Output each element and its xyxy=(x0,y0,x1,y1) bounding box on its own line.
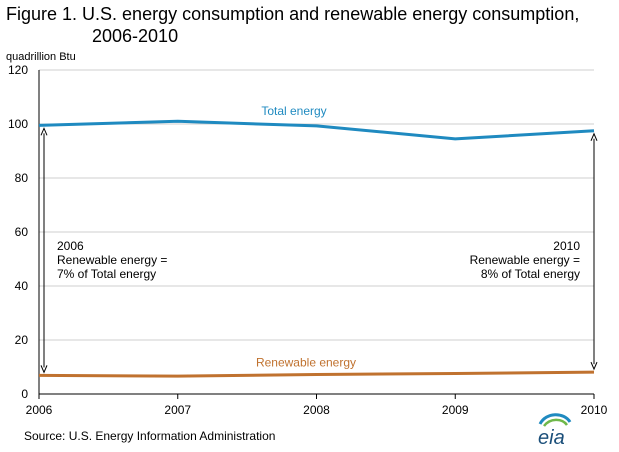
chart-title: Figure 1. U.S. energy consumption and re… xyxy=(6,3,616,47)
title-line-1: Figure 1. U.S. energy consumption and re… xyxy=(6,4,580,24)
annotation-2006-line: 2006 xyxy=(57,239,84,253)
y-tick-label: 80 xyxy=(15,171,29,185)
x-tick-label: 2006 xyxy=(26,403,53,417)
x-tick-label: 2008 xyxy=(303,403,330,417)
eia-logo: eia xyxy=(538,413,572,449)
x-tick-label: 2010 xyxy=(581,403,608,417)
annotation-2010-line: Renewable energy = xyxy=(470,253,580,267)
arrow-2010-head-down xyxy=(590,361,598,371)
annotation-2010-line: 8% of Total energy xyxy=(481,267,580,281)
annotation-2010-line: 2010 xyxy=(553,239,580,253)
y-tick-label: 60 xyxy=(15,225,29,239)
x-tick-label: 2009 xyxy=(442,403,469,417)
series-line xyxy=(38,119,595,141)
series-label-total: Total energy xyxy=(261,104,326,118)
y-axis-label: quadrillion Btu xyxy=(6,51,76,63)
arrow-2010-head-up xyxy=(590,132,598,141)
source-note: Source: U.S. Energy Information Administ… xyxy=(24,429,276,443)
y-tick-label: 100 xyxy=(8,117,28,131)
series-label-renewable: Renewable energy xyxy=(256,356,356,370)
y-tick-label: 20 xyxy=(15,333,29,347)
annotation-2006-line: Renewable energy = xyxy=(57,253,167,267)
y-tick-label: 0 xyxy=(21,387,28,401)
eia-logo-text: eia xyxy=(538,427,565,449)
title-line-2: 2006-2010 xyxy=(92,26,179,46)
annotation-2006-line: 7% of Total energy xyxy=(57,267,156,281)
y-tick-label: 120 xyxy=(8,63,28,77)
x-tick-label: 2007 xyxy=(164,403,191,417)
y-tick-label: 40 xyxy=(15,279,29,293)
arrow-2006-head-up xyxy=(40,127,48,136)
series-line xyxy=(38,370,595,378)
arrow-2006-head-down xyxy=(40,365,48,374)
